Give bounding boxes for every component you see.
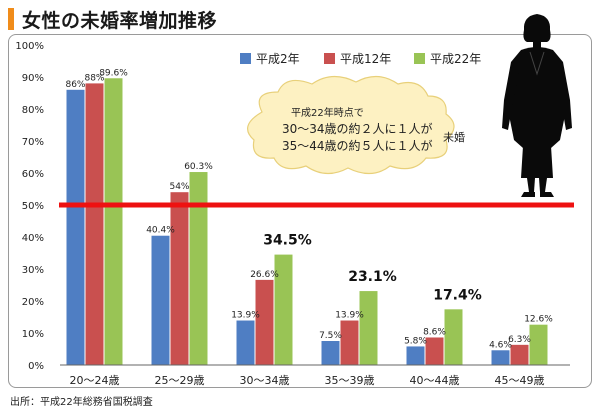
bar-3-1 [104, 78, 123, 365]
bar-3-2 [189, 172, 208, 365]
y-tick-label: 50% [22, 201, 44, 212]
bar-1-2 [151, 235, 170, 365]
y-tick-label: 20% [22, 297, 44, 308]
bar-1-1 [66, 89, 85, 366]
x-category-label: 30～34歳 [240, 374, 290, 387]
title-bar: 女性の未婚率増加推移 [8, 6, 217, 32]
data-label: 89.6% [99, 68, 128, 78]
y-tick-label: 90% [22, 73, 44, 84]
bar-2-3 [255, 279, 274, 365]
x-axis-categories: 20～24歳 25～29歳 30～34歳 35～39歳 40～44歳 45～49歳 [60, 364, 570, 387]
bar-2-1 [85, 83, 104, 366]
data-label: 60.3% [184, 162, 213, 172]
data-label: 12.6% [524, 315, 553, 325]
legend-label: 平成2年 [256, 52, 300, 66]
data-label: 13.9% [231, 311, 260, 321]
bar-1-4 [321, 341, 340, 365]
bar-3-6 [529, 324, 548, 365]
data-label: 34.5% [263, 233, 312, 249]
bar-1-5 [406, 346, 425, 365]
y-tick-label: 0% [28, 361, 44, 372]
data-label: 17.4% [433, 287, 482, 303]
callout-line-2: 30～34歳の約２人に１人が [282, 121, 433, 136]
y-tick-label: 100% [15, 41, 44, 52]
y-axis: 0% 10% 20% 30% 40% 50% 60% 70% 80% 90% 100% [15, 41, 44, 372]
bar-3-4 [359, 291, 378, 365]
bars [66, 78, 548, 366]
legend-label: 平成22年 [430, 52, 481, 66]
y-tick-label: 60% [22, 169, 44, 180]
source-note: 出所：平成22年総務省国税調査 [10, 397, 153, 408]
bar-3-3 [274, 254, 293, 365]
x-category-label: 45～49歳 [495, 374, 545, 387]
data-label: 26.6% [250, 270, 279, 280]
y-tick-label: 80% [22, 105, 44, 116]
callout-cloud: 平成22年時点で 30～34歳の約２人に１人が 35～44歳の約５人に１人が 未… [247, 75, 465, 175]
y-tick-label: 70% [22, 137, 44, 148]
x-category-label: 25～29歳 [155, 374, 205, 387]
data-label: 5.8% [404, 336, 427, 346]
data-labels: 86%88%89.6% 40.4% 54% 60.3% 13.9% 26.6% 34.5% 7… [65, 68, 553, 350]
legend: 平成2年 平成12年 平成22年 [240, 52, 481, 66]
legend-swatch [240, 53, 251, 64]
data-label: 4.6% [489, 340, 512, 350]
y-tick-label: 40% [22, 233, 44, 244]
callout-tag: 未婚 [443, 130, 465, 144]
legend-swatch [414, 53, 425, 64]
callout-line-3: 35～44歳の約５人に１人が [282, 138, 433, 153]
x-category-label: 40～44歳 [410, 374, 460, 387]
bar-1-6 [491, 350, 510, 365]
x-category-label: 35～39歳 [325, 374, 375, 387]
data-label: 86% [65, 80, 85, 90]
bar-2-6 [510, 344, 529, 365]
data-label: 7.5% [319, 331, 342, 341]
bar-1-3 [236, 320, 255, 365]
x-category-label: 20～24歳 [70, 374, 120, 387]
data-label: 23.1% [348, 269, 397, 285]
bar-2-5 [425, 337, 444, 365]
data-label: 8.6% [423, 327, 446, 337]
data-label: 6.3% [508, 335, 531, 345]
data-label: 13.9% [335, 311, 364, 321]
bar-2-2 [170, 192, 189, 365]
bar-2-4 [340, 320, 359, 365]
y-tick-label: 10% [22, 329, 44, 340]
data-label: 40.4% [146, 226, 175, 236]
title-accent-bar [8, 8, 14, 30]
bar-3-5 [444, 309, 463, 365]
data-label: 88% [84, 73, 104, 83]
page-title: 女性の未婚率増加推移 [22, 9, 218, 32]
businesswoman-silhouette-icon [502, 14, 572, 197]
legend-swatch [324, 53, 335, 64]
data-label: 54% [169, 182, 189, 192]
legend-label: 平成12年 [340, 52, 391, 66]
callout-line-1: 平成22年時点で [291, 106, 364, 119]
y-tick-label: 30% [22, 265, 44, 276]
